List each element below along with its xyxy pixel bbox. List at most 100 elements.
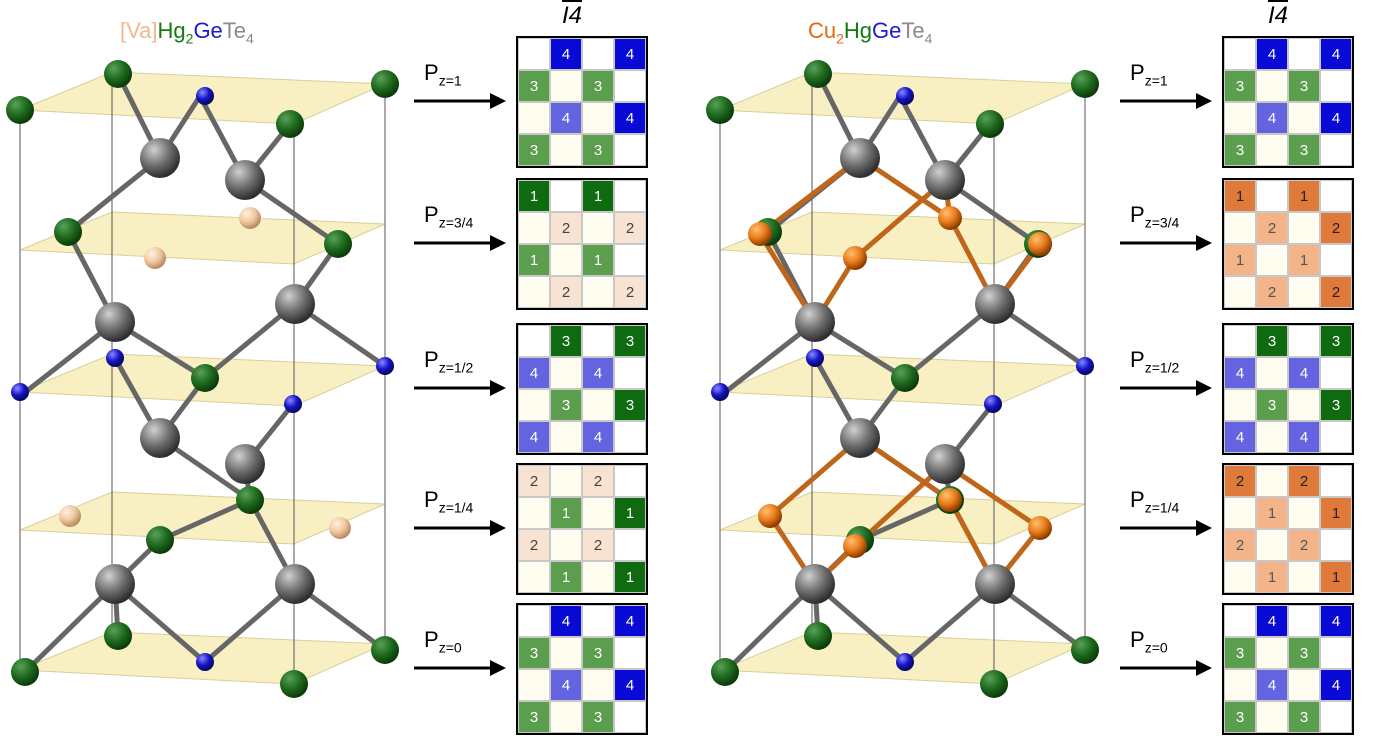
hg-atom xyxy=(276,110,304,138)
te-atom xyxy=(795,302,835,342)
bond xyxy=(857,497,953,543)
cu-atom xyxy=(938,488,962,512)
grid-cell xyxy=(518,212,550,244)
arrow-icon xyxy=(414,660,506,676)
grid-cell xyxy=(1288,212,1320,244)
grid-cell: 3 xyxy=(582,637,614,669)
hg-subscript: 2 xyxy=(185,30,194,47)
grid-cell xyxy=(550,357,582,389)
grid-cell: 4 xyxy=(1256,102,1288,134)
grid-cell xyxy=(550,637,582,669)
grid-cell: 2 xyxy=(1224,465,1256,497)
grid-cell xyxy=(1256,637,1288,669)
hg-atom xyxy=(11,658,39,686)
bond xyxy=(157,497,253,543)
grid-cell: 2 xyxy=(1288,465,1320,497)
grid-cell: 1 xyxy=(582,180,614,212)
grid-cell: 1 xyxy=(518,180,550,212)
te-subscript: 4 xyxy=(246,30,254,47)
plane-label-1: Pz=3/4 xyxy=(1130,202,1179,230)
grid-cell xyxy=(582,561,614,593)
hg-atom xyxy=(54,218,82,246)
grid-cell: 2 xyxy=(1256,212,1288,244)
arrow-icon xyxy=(1120,660,1212,676)
right-formula-title: Cu2HgGeTe4 xyxy=(808,18,932,46)
grid-cell xyxy=(1224,102,1256,134)
grid-cell: 4 xyxy=(614,669,646,701)
grid-cell: 3 xyxy=(582,701,614,733)
hg-atom xyxy=(980,670,1008,698)
grid-cell: 1 xyxy=(1224,244,1256,276)
plane-label-4: Pz=0 xyxy=(424,627,462,655)
grid-cell xyxy=(582,212,614,244)
grid-cell xyxy=(550,701,582,733)
ge-atom xyxy=(196,653,214,671)
grid-cell xyxy=(1224,497,1256,529)
grid-cell: 2 xyxy=(614,276,646,308)
grid-cell: 1 xyxy=(518,244,550,276)
te-atom xyxy=(95,302,135,342)
plane-label-p: P xyxy=(1130,627,1145,652)
grid-cell: 1 xyxy=(582,244,614,276)
te-atom xyxy=(140,138,180,178)
right-crystal-structure xyxy=(706,60,1099,698)
grid-cell xyxy=(614,421,646,453)
grid-cell: 3 xyxy=(614,325,646,357)
grid-cell: 3 xyxy=(582,70,614,102)
arrow-icon xyxy=(1120,235,1212,251)
arrow-icon xyxy=(1120,93,1212,109)
grid-cell: 4 xyxy=(550,38,582,70)
grid-cell xyxy=(1320,465,1352,497)
grid-cell: 3 xyxy=(614,389,646,421)
hg-atom xyxy=(324,230,352,258)
grid-cell xyxy=(582,497,614,529)
grid-cell xyxy=(518,497,550,529)
grid-cell xyxy=(518,561,550,593)
grid-cell xyxy=(550,465,582,497)
cu-atom xyxy=(758,504,782,528)
grid-cell xyxy=(518,669,550,701)
hg-atom xyxy=(371,636,399,664)
grid-cell xyxy=(1256,70,1288,102)
hg-atom xyxy=(1071,70,1099,98)
cu-atom xyxy=(1028,232,1052,256)
grid-cell xyxy=(1288,561,1320,593)
grid-cell: 4 xyxy=(582,357,614,389)
grid-cell xyxy=(1256,180,1288,212)
grid-cell: 3 xyxy=(1288,134,1320,166)
grid-cell xyxy=(1320,357,1352,389)
te-subscript: 4 xyxy=(924,30,933,47)
grid-cell: 2 xyxy=(518,465,550,497)
grid-cell xyxy=(518,325,550,357)
te-atom xyxy=(975,284,1015,324)
grid-cell xyxy=(614,529,646,561)
plane-label-p: P xyxy=(424,627,439,652)
grid-cell: 3 xyxy=(582,134,614,166)
grid-cell xyxy=(518,605,550,637)
grid-cell xyxy=(1224,212,1256,244)
plane-label-subscript: z=0 xyxy=(1144,639,1168,656)
grid-cell xyxy=(518,102,550,134)
cu-atom xyxy=(938,206,962,230)
grid-cell: 4 xyxy=(550,102,582,134)
grid-cell xyxy=(550,529,582,561)
grid-cell xyxy=(582,276,614,308)
te-atom xyxy=(975,564,1015,604)
plane-label-subscript: z=1/2 xyxy=(1144,359,1180,376)
grid-cell: 1 xyxy=(1320,497,1352,529)
grid-cell xyxy=(582,325,614,357)
grid-cell xyxy=(518,276,550,308)
grid-cell xyxy=(582,605,614,637)
grid-cell: 3 xyxy=(518,701,550,733)
grid-cell: 1 xyxy=(1256,497,1288,529)
grid-cell xyxy=(518,389,550,421)
grid-cell: 2 xyxy=(1320,276,1352,308)
vacancy-site xyxy=(329,517,351,539)
grid-cell: 3 xyxy=(1256,389,1288,421)
grid-cell: 4 xyxy=(550,605,582,637)
te-atom xyxy=(925,160,965,200)
grid-cell: 3 xyxy=(1224,70,1256,102)
